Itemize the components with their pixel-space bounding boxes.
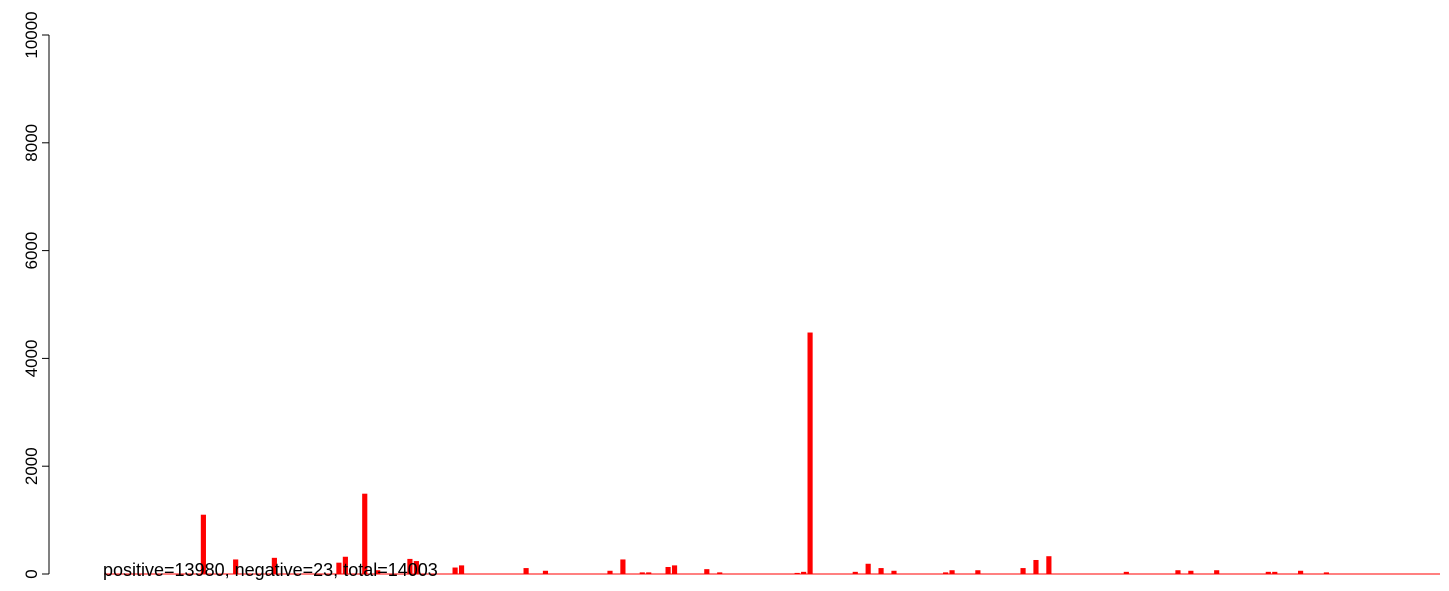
bar-positive [1046, 556, 1052, 574]
bar-positive [646, 572, 652, 574]
bar-positive [704, 569, 710, 574]
bar-positive [1214, 570, 1220, 574]
bar-positive [891, 570, 897, 574]
bar-positive [794, 572, 800, 574]
bar-positive [1033, 559, 1039, 574]
bar-positive [1123, 571, 1129, 574]
y-tick-label: 8000 [22, 124, 41, 162]
bar-positive [200, 514, 206, 574]
bar-positive [1265, 571, 1271, 574]
bar-positive [1298, 570, 1304, 574]
bar-positive [1175, 570, 1181, 574]
bar-positive [717, 572, 723, 574]
bar-positive [807, 332, 813, 574]
y-tick-label: 4000 [22, 339, 41, 377]
bar-positive [975, 570, 981, 574]
y-tick-label: 10000 [22, 11, 41, 58]
bar-positive [1272, 571, 1278, 574]
bar-positive [620, 559, 626, 574]
bar-positive [407, 558, 413, 574]
bar-positive [336, 562, 342, 574]
bar-positive [1020, 568, 1026, 574]
bar-positive [639, 572, 645, 574]
bar-positive [458, 565, 465, 574]
chart-annotation: positive=13980, negative=23, total=14003 [103, 560, 438, 580]
bar-positive [878, 568, 884, 574]
bar-positive [233, 559, 239, 574]
bar-positive [865, 563, 871, 574]
bar-positive [801, 571, 807, 574]
bar-series-positive [200, 332, 1329, 574]
bar-positive [271, 557, 277, 574]
bar-positive [1188, 570, 1194, 574]
bar-positive [452, 567, 458, 574]
bar-positive [1323, 572, 1329, 574]
bar-positive [362, 493, 368, 574]
bar-positive [949, 570, 955, 574]
bar-positive [852, 571, 858, 574]
y-tick-label: 0 [22, 569, 41, 578]
y-axis: 0 2000 4000 6000 8000 10000 [22, 11, 50, 579]
bar-positive [523, 568, 529, 574]
bar-positive [671, 565, 678, 574]
y-tick-label: 6000 [22, 232, 41, 270]
bar-positive [342, 556, 348, 574]
bar-positive [665, 566, 671, 574]
bar-positive [943, 572, 949, 574]
bar-positive [607, 570, 613, 574]
y-tick-label: 2000 [22, 447, 41, 485]
bar-positive [375, 570, 381, 574]
bar-positive [413, 561, 419, 574]
bar-positive [542, 570, 549, 574]
